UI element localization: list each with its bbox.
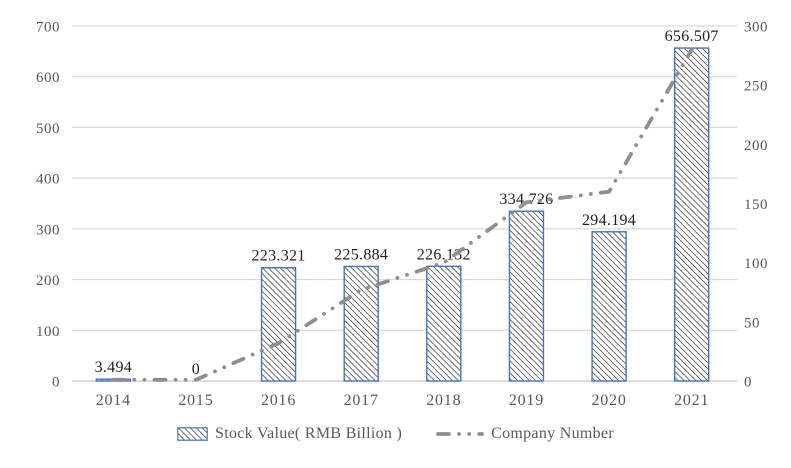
- bar: [426, 265, 462, 382]
- bar: [673, 47, 710, 382]
- right-axis-tick-label: 300: [744, 20, 768, 36]
- bar: [591, 231, 627, 382]
- x-axis-category-label: 2020: [591, 392, 626, 409]
- x-axis-category-label: 2016: [261, 392, 296, 409]
- left-axis-tick-label: 500: [36, 121, 60, 137]
- left-axis-tick-label: 700: [36, 20, 60, 36]
- x-axis-category-label: 2017: [344, 392, 379, 409]
- chart-canvas: 0 100 200 300 400 500 600 700 0 50 100 150 200 250 300…: [36, 20, 768, 410]
- left-axis-tick-label: 400: [36, 172, 60, 188]
- bar-data-label: 334.726: [499, 191, 553, 208]
- bar-data-label: 223.321: [252, 248, 306, 265]
- legend-item-stock-value: Stock Value( RMB Billion ): [177, 425, 402, 443]
- bar: [508, 210, 545, 382]
- left-axis-tick-label: 200: [36, 273, 60, 289]
- bar-data-label: 225.884: [334, 246, 388, 263]
- bar-data-label: 294.194: [582, 212, 636, 229]
- x-axis-category-label: 2021: [674, 392, 709, 409]
- bar: [343, 265, 379, 382]
- right-axis-tick-label: 50: [744, 315, 760, 331]
- legend-label-company-number: Company Number: [491, 425, 614, 442]
- left-axis-tick-label: 0: [52, 375, 60, 391]
- bar-data-label: 3.494: [95, 359, 133, 376]
- right-axis-tick-label: 200: [744, 138, 768, 154]
- legend-item-company-number: Company Number: [436, 425, 614, 443]
- legend-label-stock-value: Stock Value( RMB Billion ): [215, 425, 403, 442]
- bar-hatch-swatch-icon: [177, 427, 208, 441]
- bar-data-label: 656.507: [665, 28, 719, 45]
- left-axis-tick-label: 600: [36, 70, 60, 86]
- line-dash-swatch-icon: [436, 432, 485, 436]
- right-axis-tick-label: 100: [744, 256, 768, 272]
- bar: [260, 267, 297, 382]
- bar-data-label: 226.132: [417, 246, 471, 263]
- x-axis-category-label: 2019: [509, 392, 544, 409]
- right-axis-tick-label: 0: [744, 375, 752, 391]
- x-axis-category-label: 2014: [96, 392, 131, 409]
- x-axis-category-label: 2018: [426, 392, 461, 409]
- bar-data-label: 0: [192, 361, 200, 378]
- x-axis-category-label: 2015: [178, 392, 213, 409]
- right-axis-tick-label: 150: [744, 197, 768, 213]
- chart-legend: Stock Value( RMB Billion ) Company Numbe…: [0, 421, 791, 447]
- left-axis-tick-label: 100: [36, 324, 60, 340]
- left-axis-tick-label: 300: [36, 222, 60, 238]
- right-axis-tick-label: 250: [744, 79, 768, 95]
